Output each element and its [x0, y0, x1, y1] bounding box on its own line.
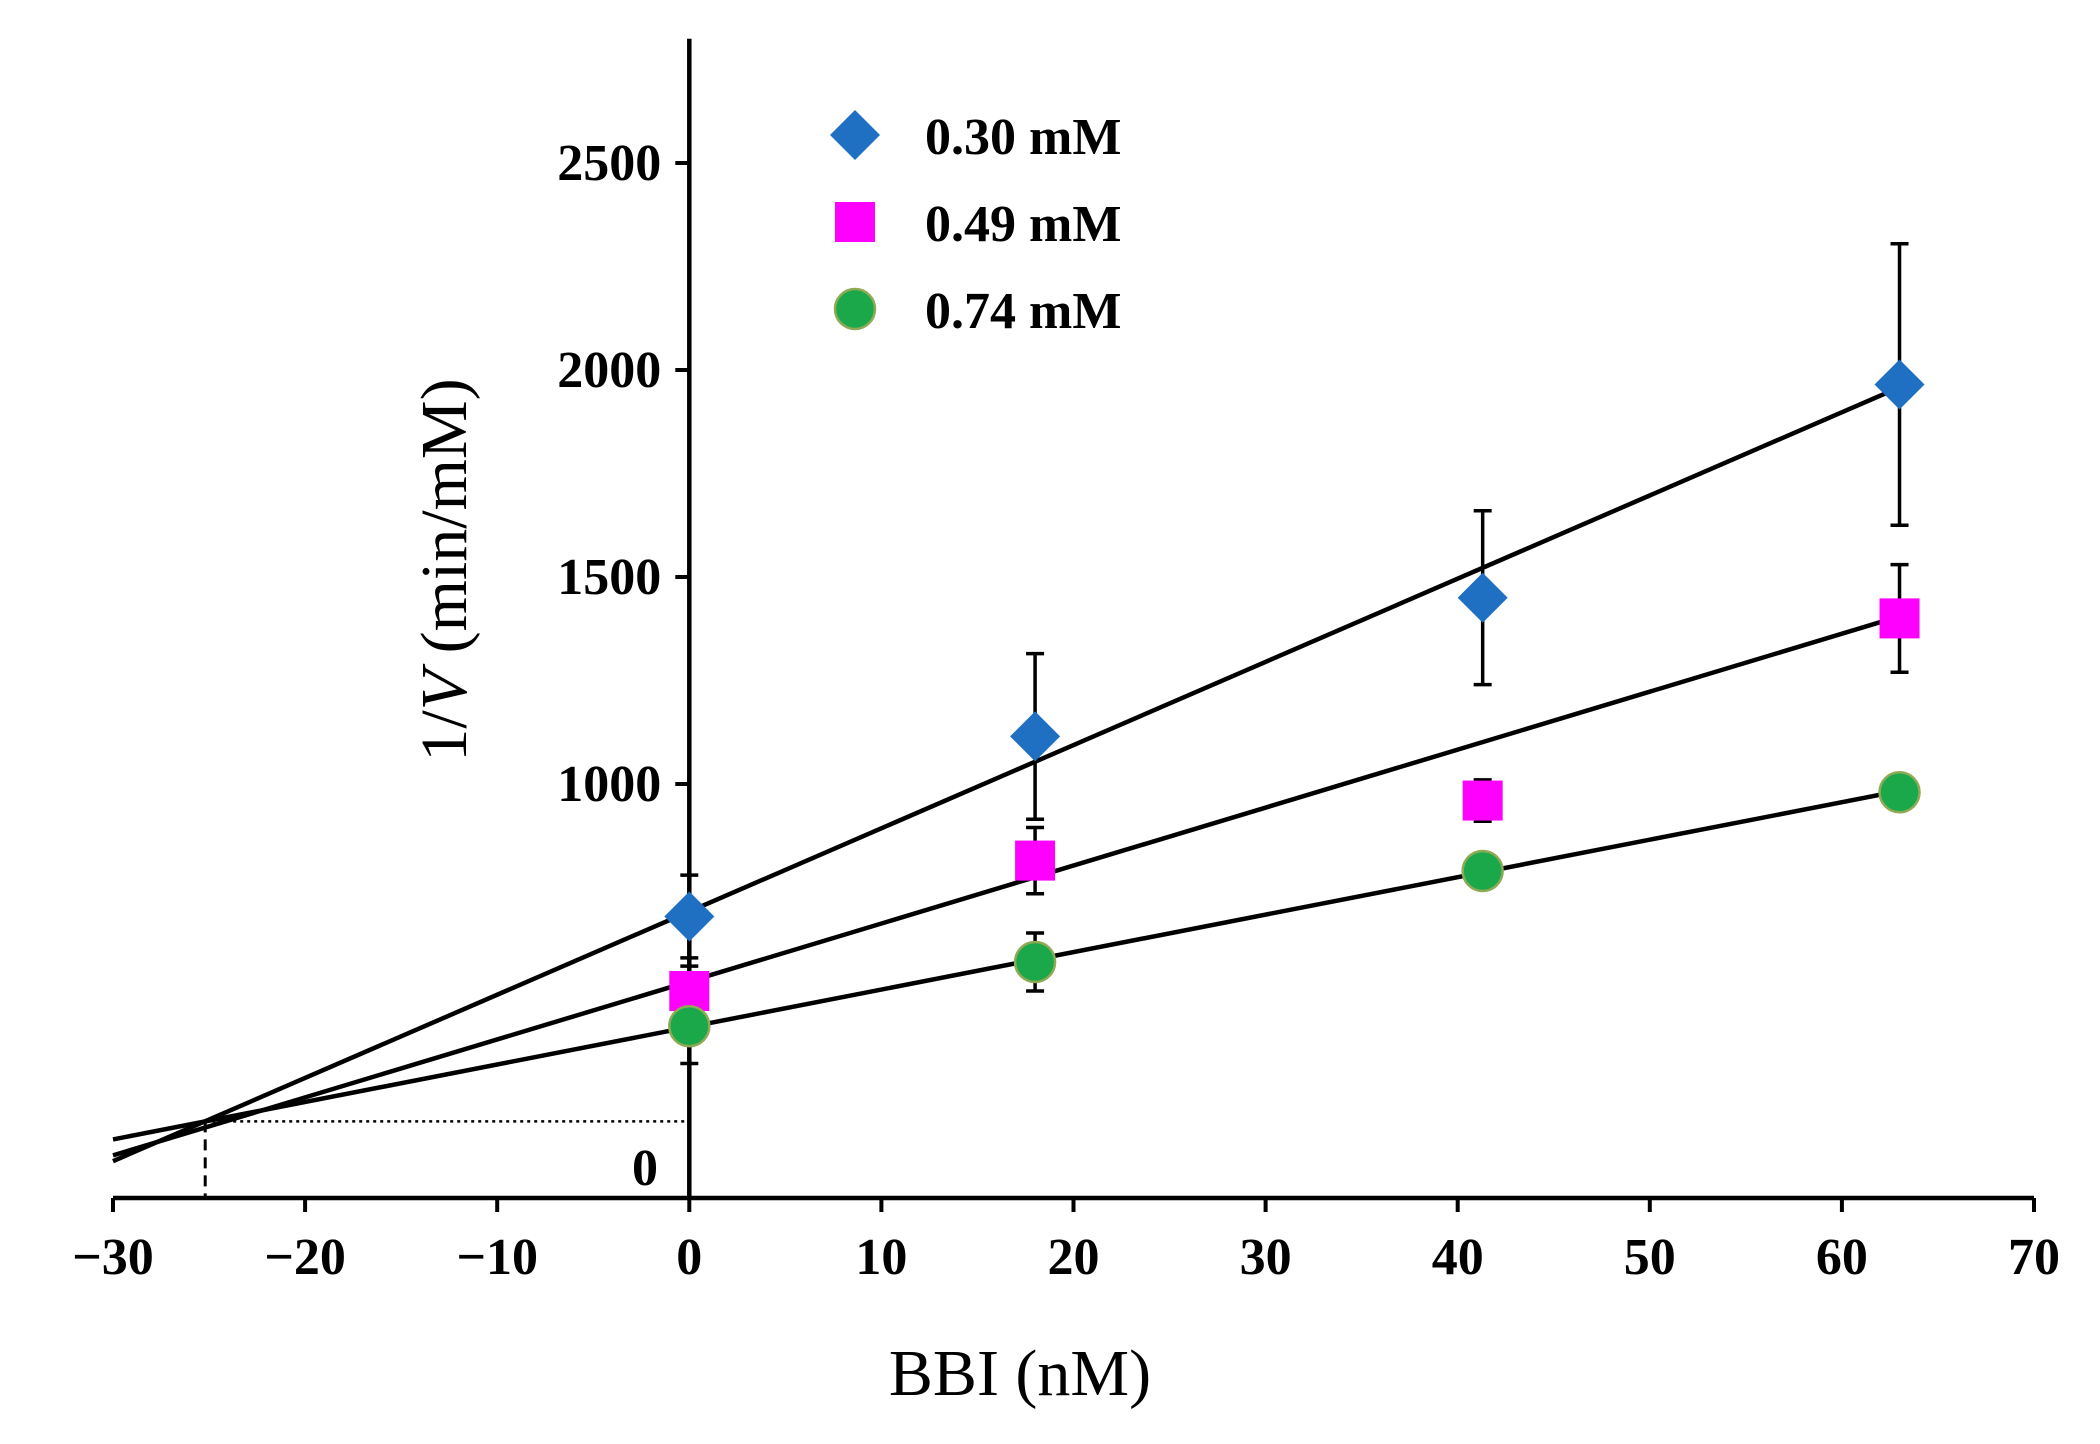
data-point	[1013, 940, 1057, 984]
data-point	[1457, 572, 1508, 623]
data-point	[1461, 849, 1504, 893]
data-point	[1874, 359, 1925, 410]
data-point	[1878, 771, 1921, 814]
x-tick-label: 0	[676, 1229, 702, 1286]
x-axis-title: BBI (nM)	[889, 1337, 1151, 1410]
tick-labels: −30 −20 −10 0 10 20 30 40 50 60 70 1000 1500 2000 2500	[72, 135, 2060, 1286]
data-point	[664, 891, 715, 942]
fit-line-3	[112, 788, 1900, 1142]
data-point	[1879, 598, 1920, 639]
x-tick-label: −30	[72, 1229, 154, 1286]
data-points	[664, 359, 1925, 1048]
y-tick-label: 1500	[557, 549, 661, 606]
x-tick-label: 40	[1432, 1229, 1484, 1286]
legend-marker	[830, 110, 880, 160]
legend-marker	[835, 202, 875, 242]
data-point	[1015, 840, 1056, 881]
x-tick-label: 20	[1048, 1229, 1100, 1286]
y-axis-title-suffix: (min/mM)	[408, 378, 481, 670]
y-axis-title-italic: V	[408, 663, 481, 710]
legend-label: 0.74 mM	[925, 283, 1121, 340]
legend-label: 0.49 mM	[925, 196, 1121, 253]
y-tick-label: 2000	[557, 342, 661, 399]
fit-lines	[112, 385, 1901, 1164]
error-bars	[680, 241, 1909, 1066]
x-tick-label: −20	[264, 1229, 346, 1286]
x-tick-label: 30	[1240, 1229, 1292, 1286]
x-tick-label: 10	[855, 1229, 907, 1286]
x-tick-label: 70	[2008, 1229, 2060, 1286]
data-point	[668, 1004, 711, 1048]
guide-lines	[203, 1120, 690, 1198]
data-point	[669, 971, 710, 1011]
data-point	[1462, 780, 1503, 821]
y-axis-title: 1/V (min/mM)	[408, 378, 481, 761]
legend: 0.30 mM 0.49 mM 0.74 mM	[830, 109, 1121, 340]
y-tick-label: 1000	[557, 756, 661, 813]
x-tick-label: 50	[1624, 1229, 1676, 1286]
fit-line-1	[112, 385, 1901, 1164]
legend-label: 0.30 mM	[925, 109, 1121, 166]
y-axis-title-prefix: 1/	[408, 710, 481, 762]
y-zero-label: 0	[632, 1140, 658, 1197]
x-tick-label: −10	[456, 1229, 538, 1286]
fit-line-2	[112, 614, 1901, 1158]
legend-marker	[833, 287, 877, 331]
data-point	[1010, 711, 1061, 762]
y-tick-label: 2500	[557, 135, 661, 192]
x-tick-label: 60	[1816, 1229, 1868, 1286]
